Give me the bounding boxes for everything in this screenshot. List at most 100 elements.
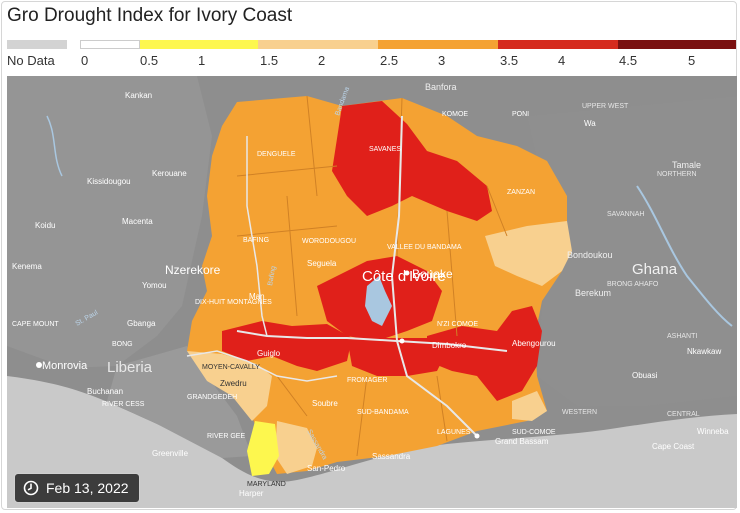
region-label: CAPE MOUNT xyxy=(12,321,59,328)
city-label: Grand Bassam xyxy=(495,437,549,446)
region[interactable] xyxy=(427,306,542,401)
region-label: RIVER GEE xyxy=(207,433,245,440)
city-label: Sassandra xyxy=(372,452,411,461)
city-label: Yomou xyxy=(142,281,167,290)
legend-swatch-no-data xyxy=(7,40,67,49)
city-label: Obuasi xyxy=(632,371,658,380)
region-label: RIVER CESS xyxy=(102,401,145,408)
legend-swatch-1.5-2.5 xyxy=(258,40,378,49)
legend-label: 2 xyxy=(318,53,326,68)
city-label: Monrovia xyxy=(42,360,88,372)
region-label: KOMOE xyxy=(442,111,468,118)
date-badge: Feb 13, 2022 xyxy=(14,473,140,503)
city-label: Cape Coast xyxy=(652,442,695,451)
region-label: VALLEE DU BANDAMA xyxy=(387,244,462,251)
legend-label: 3 xyxy=(438,53,446,68)
region[interactable] xyxy=(485,221,572,286)
clock-icon xyxy=(23,480,39,496)
drought-regions xyxy=(187,95,572,476)
city-label: Bouake xyxy=(412,267,453,281)
city-label: Greenville xyxy=(152,449,189,458)
city-label: Kankan xyxy=(125,91,152,100)
country-label: Côte d'Ivoire xyxy=(362,268,446,285)
date-text: Feb 13, 2022 xyxy=(46,480,129,496)
legend-label: 0 xyxy=(81,53,89,68)
legend-swatch-4.5-5 xyxy=(618,40,736,49)
city-label: Tamale xyxy=(672,160,701,170)
city-label: Seguela xyxy=(307,259,337,268)
legend-label-no-data: No Data xyxy=(7,53,55,68)
region-label: ASHANTI xyxy=(667,333,697,340)
region-label: CENTRAL xyxy=(667,411,700,418)
region[interactable] xyxy=(512,391,547,421)
city-label: Macenta xyxy=(122,217,153,226)
city-label: Banfora xyxy=(425,82,457,92)
region[interactable] xyxy=(247,421,279,476)
map-title: Gro Drought Index for Ivory Coast xyxy=(7,5,293,26)
region-label: MOYEN-CAVALLY xyxy=(202,364,260,371)
city-label: Zwedru xyxy=(220,379,247,388)
region[interactable] xyxy=(332,101,492,221)
region-label: WORODOUGOU xyxy=(302,238,356,245)
region-label: UPPER WEST xyxy=(582,103,629,110)
legend-label: 5 xyxy=(688,53,696,68)
ghana-area xyxy=(527,96,737,406)
legend: No Data 0 0.5 1 1.5 2 2.5 3 3.5 4 4.5 5 xyxy=(0,40,740,70)
road xyxy=(186,350,338,382)
legend-label: 1 xyxy=(198,53,206,68)
city-label: Soubre xyxy=(312,399,338,408)
city-label: Kissidougou xyxy=(87,177,131,186)
legend-swatch-0.5-1.5 xyxy=(140,40,258,49)
region[interactable] xyxy=(275,421,317,474)
region-label: DIX-HUIT MONTAGNES xyxy=(195,299,272,306)
legend-label: 0.5 xyxy=(140,53,159,68)
legend-label: 1.5 xyxy=(260,53,279,68)
region-label: SUD-COMOE xyxy=(512,429,556,436)
region-label: FROMAGER xyxy=(347,377,387,384)
city-label: Man xyxy=(249,292,265,301)
lake xyxy=(365,276,392,326)
city-label: Kenema xyxy=(12,262,42,271)
region-label: MARYLAND xyxy=(247,481,286,488)
region-label: PONI xyxy=(512,111,529,118)
country-label: Ghana xyxy=(632,261,678,278)
map-viewport[interactable]: Ghana Côte d'Ivoire Liberia Bouake Nzere… xyxy=(7,76,737,508)
region-label: SAVANNAH xyxy=(607,211,644,218)
drought-map[interactable]: Ghana Côte d'Ivoire Liberia Bouake Nzere… xyxy=(7,76,737,508)
water-label: Bafing xyxy=(267,265,277,286)
city-marker xyxy=(404,270,410,276)
city-label: Wa xyxy=(584,119,596,128)
city-label: Guiglo xyxy=(257,349,281,358)
region[interactable] xyxy=(347,338,447,376)
guinea-area xyxy=(7,76,212,368)
city-marker xyxy=(399,338,405,344)
legend-label: 4 xyxy=(558,53,566,68)
region-label: SAVANES xyxy=(369,146,401,153)
city-marker xyxy=(474,433,480,439)
legend-label: 3.5 xyxy=(500,53,519,68)
region-label: BAFING xyxy=(243,237,269,244)
river xyxy=(46,115,63,177)
legend-label: 2.5 xyxy=(380,53,399,68)
legend-swatch-0-0.5 xyxy=(80,40,140,49)
legend-swatch-2.5-3.5 xyxy=(378,40,498,49)
city-label: Berekum xyxy=(575,288,611,298)
city-label: Harper xyxy=(239,489,264,498)
region-label: SUD-BANDAMA xyxy=(357,409,409,416)
city-label: Dimbokro xyxy=(432,341,467,350)
region-label: BRONG AHAFO xyxy=(607,281,659,288)
city-label: Nzerekore xyxy=(165,263,221,277)
city-label: Bondoukou xyxy=(567,250,613,260)
legend-label: 4.5 xyxy=(619,53,638,68)
road xyxy=(246,136,268,337)
region[interactable] xyxy=(187,351,272,421)
city-label: Nkawkaw xyxy=(687,347,721,356)
city-label: Koidu xyxy=(35,221,55,230)
region-label: BONG xyxy=(112,341,133,348)
region-label: NORTHERN xyxy=(657,171,697,178)
city-label: Winneba xyxy=(697,427,729,436)
country-label: Liberia xyxy=(107,359,153,376)
region-label: WESTERN xyxy=(562,409,597,416)
river xyxy=(636,185,733,327)
city-label: San-Pedro xyxy=(307,464,346,473)
